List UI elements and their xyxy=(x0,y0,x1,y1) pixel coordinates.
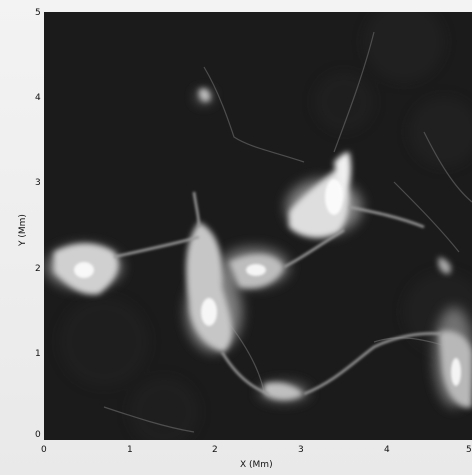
x-tick-label: 2 xyxy=(212,445,218,455)
y-tick-label: 2 xyxy=(35,264,41,274)
y-tick-label: 0 xyxy=(35,430,41,440)
x-axis-title: X (Mm) xyxy=(240,460,273,470)
y-tick-label: 1 xyxy=(35,349,41,359)
bright-regions xyxy=(46,88,472,408)
x-tick-label: 4 xyxy=(384,445,390,455)
network-lanes xyxy=(113,191,443,396)
y-tick-label: 4 xyxy=(35,93,41,103)
x-tick-label: 0 xyxy=(41,445,47,455)
x-tick-label: 1 xyxy=(127,445,133,455)
intensity-map-image xyxy=(44,12,472,440)
intensity-map xyxy=(44,12,472,440)
x-tick-label: 5 xyxy=(466,445,472,455)
y-axis-title: Y (Mm) xyxy=(18,214,28,246)
x-tick-label: 3 xyxy=(298,445,304,455)
y-tick-label: 3 xyxy=(35,178,41,188)
y-tick-label: 5 xyxy=(35,8,41,18)
